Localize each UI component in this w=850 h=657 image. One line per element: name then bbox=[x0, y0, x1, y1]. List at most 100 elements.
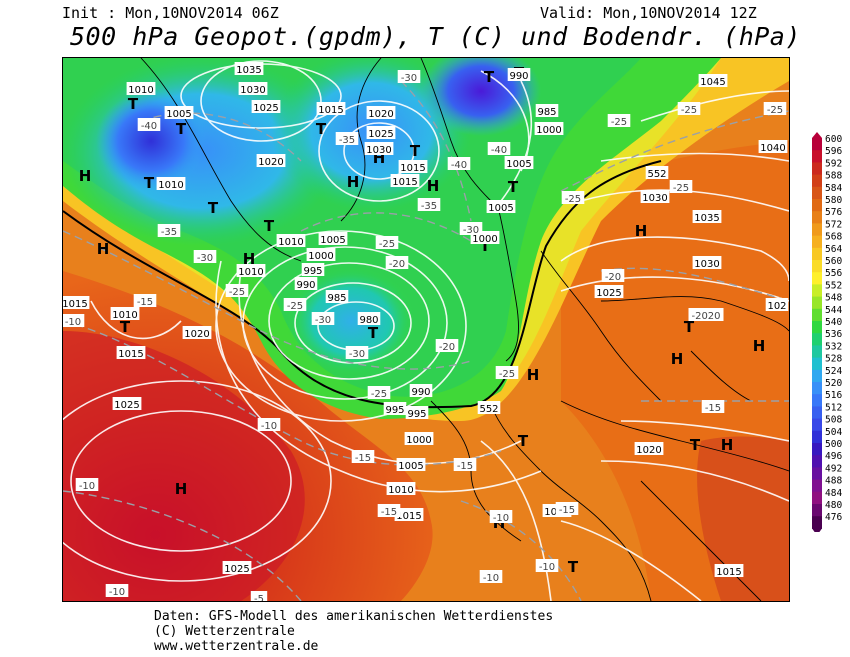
isobar-label-box bbox=[112, 397, 142, 410]
isobar-label: 1025 bbox=[368, 129, 393, 140]
credit-data-source: Daten: GFS-Modell des amerikanischen Wet… bbox=[154, 609, 554, 624]
temperature-label: -30 bbox=[463, 225, 479, 236]
temperature-label: -35 bbox=[161, 227, 177, 238]
high-pressure-marker: H bbox=[753, 337, 766, 355]
temperature-label: -15 bbox=[559, 505, 575, 516]
temperature-value-labels: -40 -30 -35 -40 -40 -35 -30 -25 -20 -25 -30 -30 -20 -… bbox=[63, 70, 787, 601]
isobar-label: 1030 bbox=[694, 259, 719, 270]
credit-copyright: (C) Wetterzentrale bbox=[154, 624, 295, 639]
temperature-label-box bbox=[397, 70, 421, 83]
colorbar-level-label: 540 bbox=[825, 317, 842, 328]
colorbar-swatch bbox=[812, 138, 822, 151]
isobar-label: 1000 bbox=[308, 251, 333, 262]
temperature-label-box bbox=[701, 400, 725, 413]
low-pressure-marker: T bbox=[518, 432, 529, 450]
colorbar-level-label: 516 bbox=[825, 390, 842, 401]
isobar-label-box bbox=[366, 106, 396, 119]
low-pressure-marker: T bbox=[690, 436, 701, 454]
isobar-label: 995 bbox=[407, 409, 426, 420]
colorbar-swatch bbox=[812, 235, 822, 249]
isobar-label: 1025 bbox=[253, 103, 278, 114]
colorbar-swatch bbox=[812, 223, 822, 237]
temperature-label: -30 bbox=[349, 349, 365, 360]
temperature-label-box bbox=[345, 346, 369, 359]
isobar-label: 1015 bbox=[318, 105, 343, 116]
colorbar-level-label: 476 bbox=[825, 512, 842, 523]
geopotential-value-labels: 552 552 bbox=[477, 166, 669, 415]
isobar-label: 1005 bbox=[166, 109, 191, 120]
isobar-label-box bbox=[765, 298, 789, 311]
geopotential-label-box bbox=[477, 401, 501, 414]
isobar-label-box bbox=[318, 232, 348, 245]
colorbar-level-label: 564 bbox=[825, 244, 842, 255]
temperature-label-box bbox=[435, 339, 459, 352]
coastlines bbox=[140, 58, 789, 601]
isobar-label-box bbox=[404, 432, 434, 445]
colorbar-swatch bbox=[812, 186, 822, 200]
colorbar-swatch bbox=[812, 211, 822, 224]
isobar-label-box bbox=[507, 68, 531, 81]
colorbar-level-label: 548 bbox=[825, 293, 842, 304]
temperature-label: -40 bbox=[141, 121, 157, 132]
temperature-label-box bbox=[535, 559, 559, 572]
colorbar-level-label: 568 bbox=[825, 232, 842, 243]
colorbar-swatch bbox=[812, 247, 822, 261]
isobar-label-box bbox=[156, 177, 186, 190]
isobar-label: 1015 bbox=[400, 163, 425, 174]
high-pressure-marker: H bbox=[347, 173, 360, 191]
isobar-label: 1000 bbox=[472, 234, 497, 245]
isobar-label: 102 bbox=[767, 301, 786, 312]
high-pressure-marker: H bbox=[97, 240, 110, 258]
colorbar-swatch bbox=[812, 345, 822, 359]
isobar-label: 995 bbox=[303, 266, 322, 277]
isobar-label: 1040 bbox=[760, 143, 785, 154]
temperature-label: -10 bbox=[539, 562, 555, 573]
isobar-label-box bbox=[63, 296, 90, 309]
colorbar-swatch bbox=[812, 491, 822, 505]
weather-map: TTTHTHHTTHHHTTTTTTTHTHHHTHHTTH 103510301… bbox=[62, 57, 790, 602]
temperature-label-box bbox=[447, 157, 471, 170]
temperature-label: -15 bbox=[457, 461, 473, 472]
colorbar-level-label: 488 bbox=[825, 476, 842, 487]
temperature-label: -10 bbox=[261, 421, 277, 432]
temperature-label-box bbox=[479, 570, 503, 583]
temperature-label: -20 bbox=[439, 342, 455, 353]
chart-title: 500 hPa Geopot.(gpdm), T (C) und Bodendr… bbox=[70, 22, 801, 51]
isobar-label: 1030 bbox=[366, 145, 391, 156]
isobar-label: 1025 bbox=[596, 288, 621, 299]
temperature-label-box bbox=[283, 298, 307, 311]
high-pressure-marker: H bbox=[79, 167, 92, 185]
colorbar-swatch bbox=[812, 162, 822, 176]
temperature-label-box bbox=[75, 478, 99, 491]
colorbar-level-label: 492 bbox=[825, 463, 842, 474]
temperature-label: -10 bbox=[109, 587, 125, 598]
isobar-label-box bbox=[126, 82, 156, 95]
colorbar-bottom-arrow bbox=[812, 528, 822, 532]
isobar-label: 1015 bbox=[716, 567, 741, 578]
isobar-label: 1020 bbox=[636, 445, 661, 456]
high-pressure-marker: H bbox=[635, 222, 648, 240]
isobar-label: 1020 bbox=[184, 329, 209, 340]
low-pressure-marker: T bbox=[480, 237, 491, 255]
isobar-label: 1015 bbox=[118, 349, 143, 360]
colorbar-swatch bbox=[812, 443, 822, 456]
isobar-label: 1015 bbox=[63, 299, 88, 310]
high-pressure-marker: H bbox=[671, 350, 684, 368]
temperature-label-box bbox=[225, 284, 249, 297]
isobar-label-box bbox=[405, 406, 429, 419]
isobar-label-box bbox=[504, 156, 534, 169]
isobar-label: 1015 bbox=[396, 511, 421, 522]
temperature-label-box bbox=[453, 458, 477, 471]
temperature-label-box bbox=[193, 250, 217, 263]
isobar-label: 1005 bbox=[506, 159, 531, 170]
temperature-label-box bbox=[607, 114, 631, 127]
colorbar-level-label: 592 bbox=[825, 158, 842, 169]
temperature-label-box bbox=[257, 418, 281, 431]
temperature-label-box bbox=[157, 224, 181, 237]
colorbar-level-label: 556 bbox=[825, 268, 842, 279]
colorbar-level-label: 480 bbox=[825, 500, 842, 511]
temperature-label: -25 bbox=[681, 105, 697, 116]
geopotential-label: 552 bbox=[479, 404, 498, 415]
isobar-label-box bbox=[534, 122, 564, 135]
temperature-label-box bbox=[555, 502, 579, 515]
